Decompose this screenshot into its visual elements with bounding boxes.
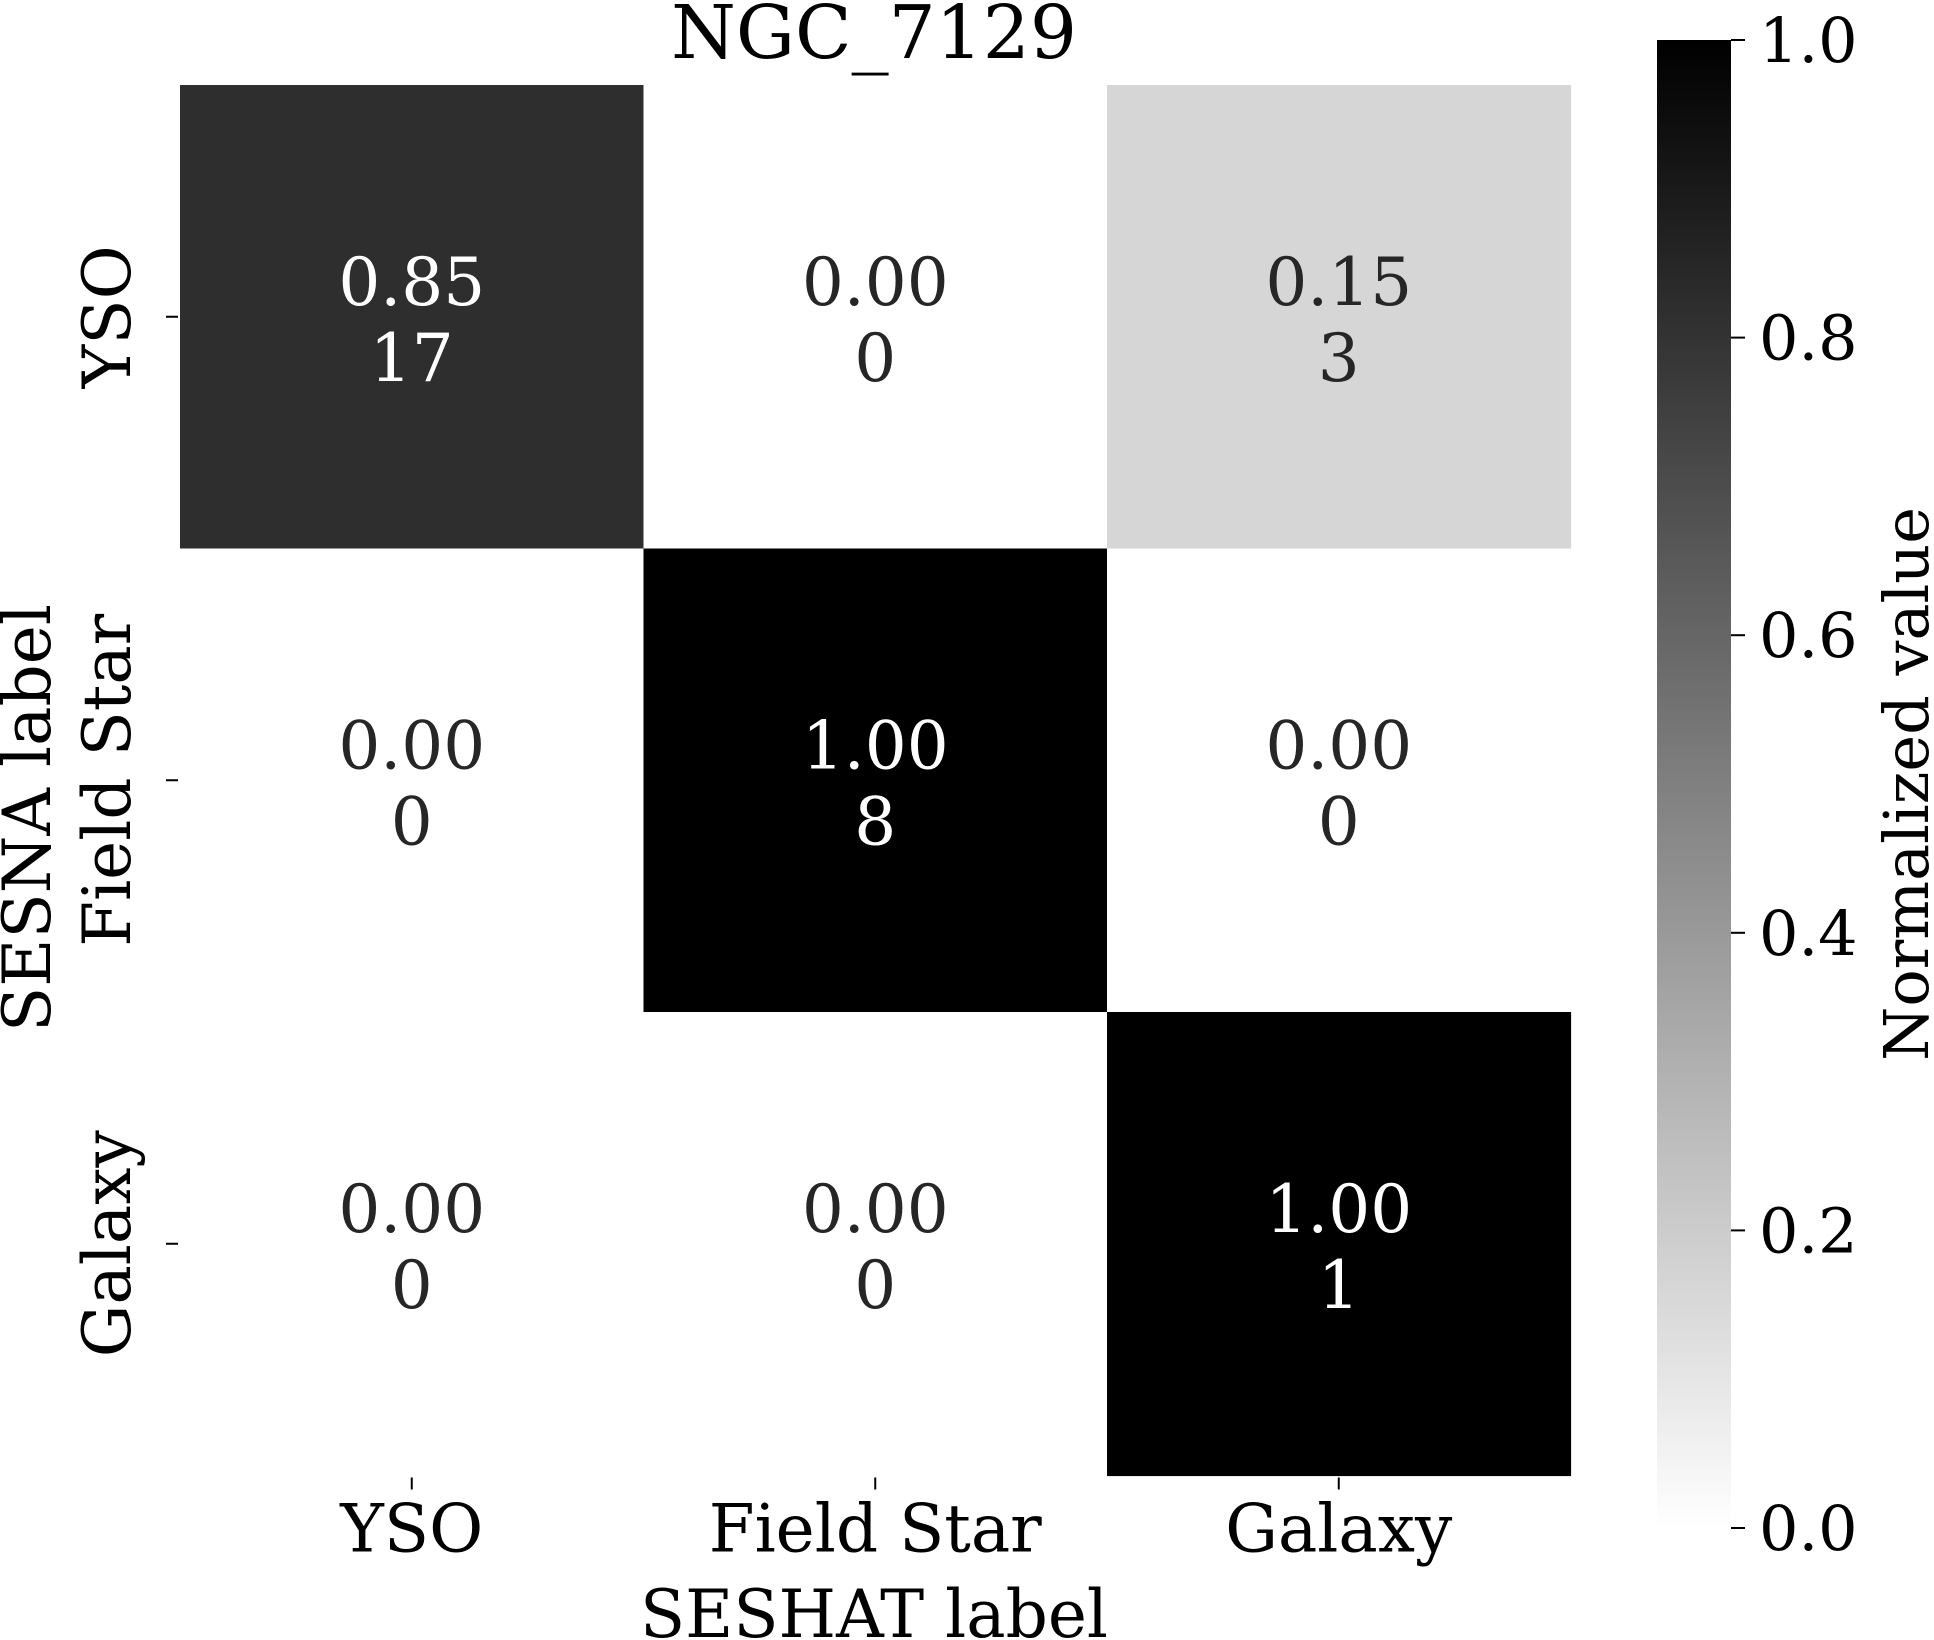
colorbar-tick-label-0-4: 0.4 [1759, 897, 1858, 970]
x-tick-label-galaxy: Galaxy [1225, 1491, 1453, 1568]
cell-1-2 [1107, 548, 1572, 1013]
y-tick-label-yso: YSO [69, 245, 146, 389]
cell-count-1-2: 0 [1318, 783, 1360, 860]
cell-value-2-1: 0.00 [802, 1171, 949, 1248]
cell-count-2-2: 1 [1318, 1247, 1360, 1324]
cell-count-2-0: 0 [391, 1247, 433, 1324]
y-tick-label-galaxy: Galaxy [69, 1130, 146, 1358]
colorbar-tick-label-0-2: 0.2 [1759, 1194, 1858, 1267]
cell-2-2 [1107, 1012, 1572, 1477]
colorbar-label: Normalized value [1870, 507, 1934, 1061]
heatmap-cell-labels: 0.85170.0000.1530.0001.0080.0000.0000.00… [338, 244, 1412, 1324]
cell-0-2 [1107, 85, 1572, 550]
heatmap-cells [180, 85, 1572, 1477]
cell-count-1-0: 0 [391, 783, 433, 860]
cell-value-2-0: 0.00 [338, 1171, 485, 1248]
cell-1-1 [643, 548, 1108, 1013]
cell-value-0-2: 0.15 [1265, 244, 1412, 321]
colorbar-gradient [1657, 40, 1731, 1528]
cell-0-0 [180, 85, 645, 550]
cell-value-2-2: 1.00 [1265, 1171, 1412, 1248]
cell-count-0-1: 0 [854, 320, 896, 397]
cell-count-0-0: 17 [370, 320, 454, 397]
cell-2-0 [180, 1012, 645, 1477]
colorbar-tick-label-1-0: 1.0 [1759, 4, 1858, 77]
cell-count-2-1: 0 [854, 1247, 896, 1324]
y-tick-label-field-star: Field Star [69, 613, 146, 946]
cell-count-1-1: 8 [854, 783, 896, 860]
cell-count-0-2: 3 [1318, 320, 1360, 397]
cell-value-0-1: 0.00 [802, 244, 949, 321]
colorbar-tick-label-0-0: 0.0 [1759, 1492, 1858, 1565]
x-tick-label-yso: YSO [339, 1491, 483, 1568]
colorbar-tick-label-0-6: 0.6 [1759, 599, 1858, 672]
y-axis: YSO Field Star Galaxy [69, 245, 178, 1357]
cell-1-0 [180, 548, 645, 1013]
cell-value-1-1: 1.00 [802, 707, 949, 784]
chart-title: NGC_7129 [671, 0, 1077, 76]
cell-value-1-0: 0.00 [338, 707, 485, 784]
cell-2-1 [643, 1012, 1108, 1477]
cell-value-0-0: 0.85 [338, 244, 485, 321]
cell-value-1-2: 0.00 [1265, 707, 1412, 784]
cell-0-1 [643, 85, 1108, 550]
x-tick-label-field-star: Field Star [709, 1491, 1042, 1568]
x-axis-label: SESHAT label [640, 1576, 1108, 1640]
y-axis-label: SESNA label [0, 604, 66, 1032]
colorbar-tick-label-0-8: 0.8 [1759, 302, 1858, 375]
x-axis: YSO Field Star Galaxy [339, 1477, 1453, 1568]
colorbar: 0.0 0.2 0.4 0.6 0.8 1.0 [1657, 4, 1858, 1565]
